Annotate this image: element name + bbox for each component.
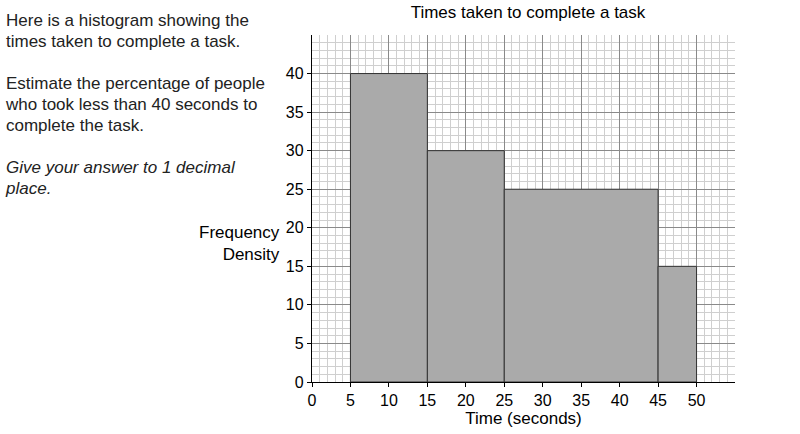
svg-text:30: 30 [534, 392, 552, 409]
svg-text:40: 40 [611, 392, 629, 409]
svg-text:20: 20 [286, 219, 304, 236]
svg-text:35: 35 [572, 392, 590, 409]
svg-text:0: 0 [308, 392, 317, 409]
html-text:Give your answer to 1 decimal: Give your answer to 1 decimal place. [6, 158, 235, 198]
svg-text:10: 10 [286, 296, 304, 313]
svg-text:5: 5 [346, 392, 355, 409]
svg-text:FrequencyDensity: FrequencyDensity [199, 223, 280, 264]
svg-text:40: 40 [286, 65, 304, 82]
svg-text:45: 45 [649, 392, 667, 409]
svg-text:25: 25 [495, 392, 513, 409]
svg-text:5: 5 [295, 335, 304, 352]
svg-text:Times taken to complete a task: Times taken to complete a task [411, 3, 646, 22]
html-text:Estimate the percentage of peo: Estimate the percentage of people who to… [6, 74, 265, 135]
svg-text:15: 15 [418, 392, 436, 409]
svg-text:20: 20 [457, 392, 475, 409]
svg-text:50: 50 [688, 392, 706, 409]
svg-text:30: 30 [286, 142, 304, 159]
svg-text:35: 35 [286, 104, 304, 121]
svg-text:25: 25 [286, 181, 304, 198]
svg-text:0: 0 [295, 374, 304, 391]
svg-text:Time (seconds): Time (seconds) [465, 409, 582, 428]
svg-text:10: 10 [380, 392, 398, 409]
svg-text:15: 15 [286, 258, 304, 275]
html-text:Here is a histogram showing th: Here is a histogram showing the times ta… [6, 11, 249, 51]
